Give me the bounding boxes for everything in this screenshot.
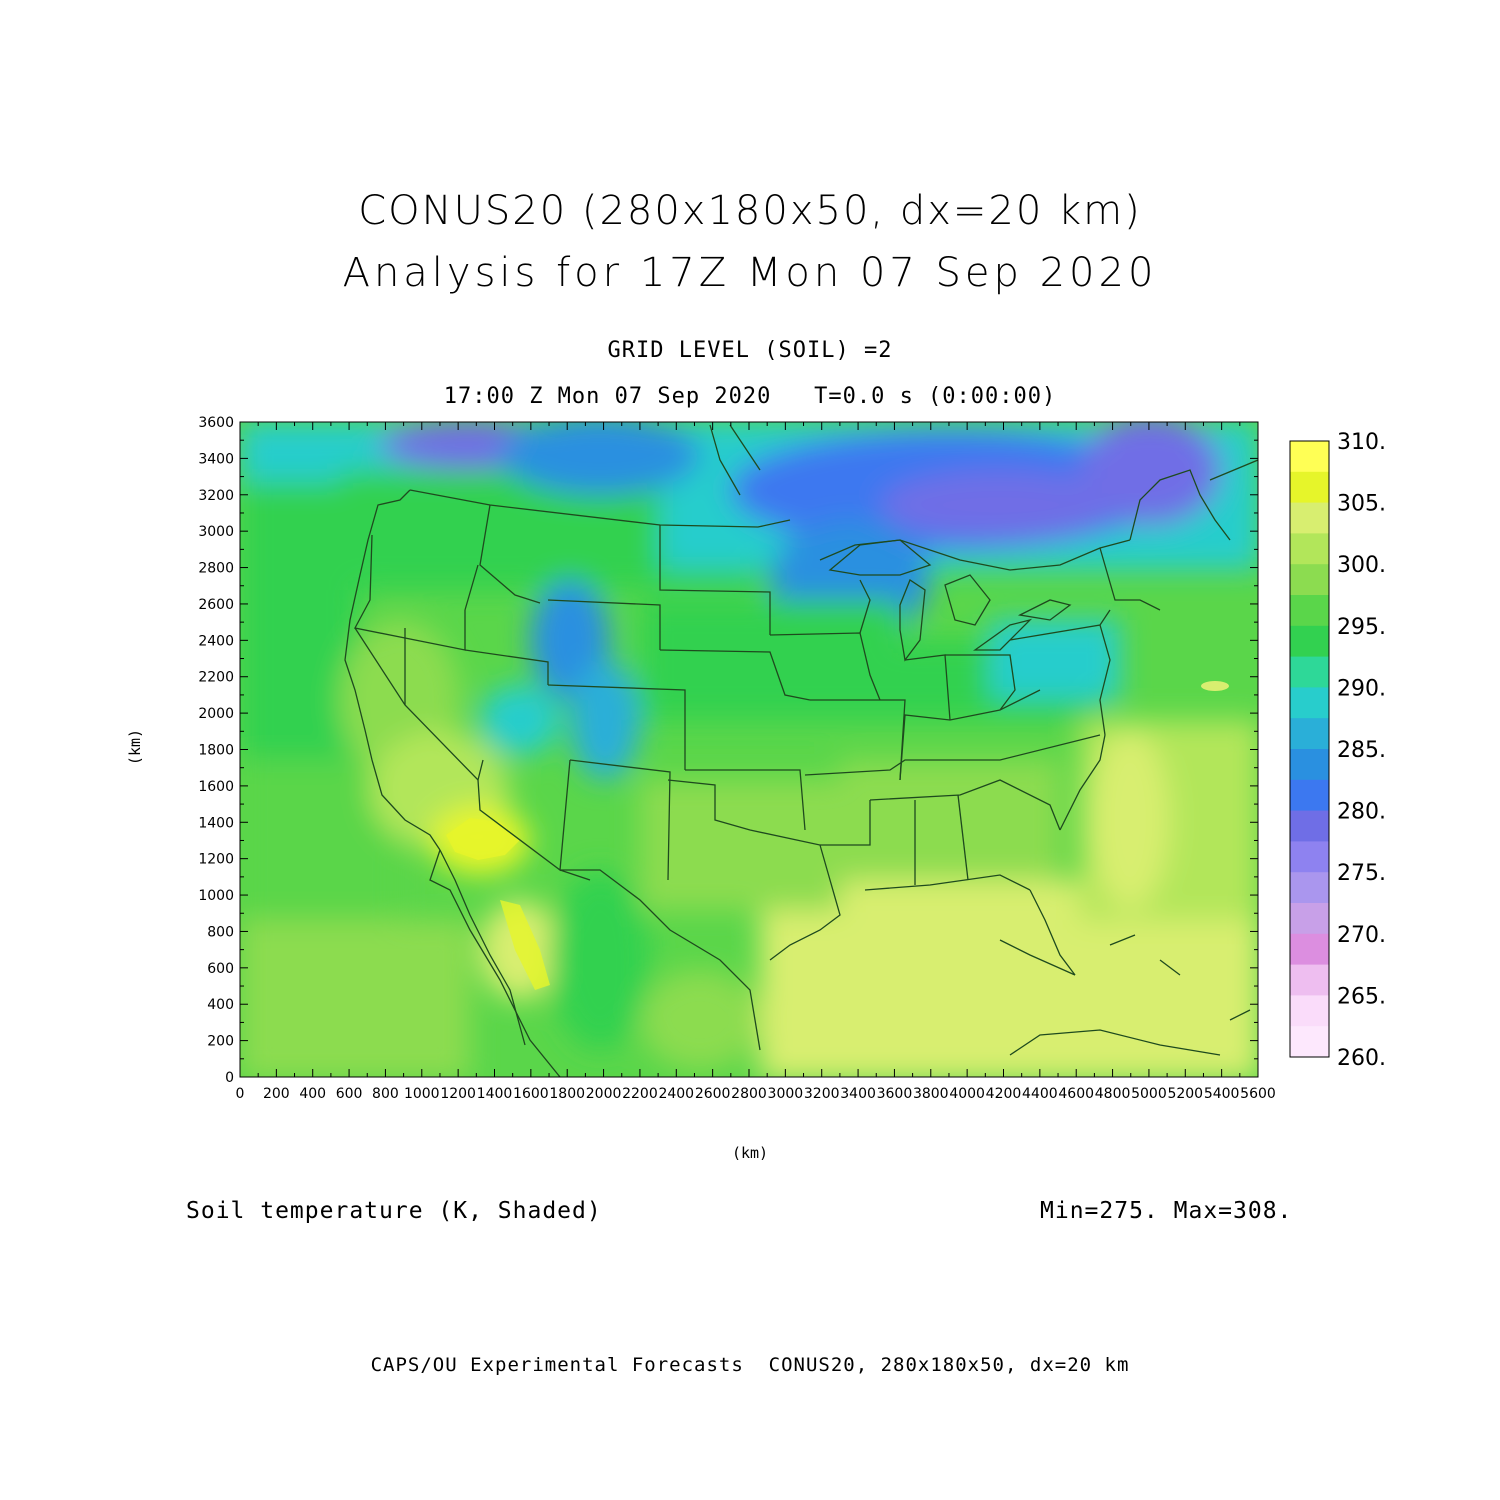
x-tick-label: 2400 — [658, 1086, 694, 1102]
colorbar: 310. 305. 300. 295. 290. 285. 280. 275. 270. 265.… — [1289, 430, 1386, 1071]
y-tick-label: 1800 — [198, 743, 234, 759]
colorbar-label: 285. — [1337, 738, 1386, 763]
colorbar-swatch — [1290, 441, 1329, 473]
y-tick-label: 2000 — [198, 706, 234, 722]
y-tick-label: 400 — [207, 997, 234, 1013]
x-tick-label: 1400 — [477, 1086, 513, 1102]
x-tick-label: 3600 — [877, 1086, 913, 1102]
credits-label: CAPS/OU Experimental Forecasts CONUS20, … — [370, 1354, 1130, 1376]
colorbar-swatch — [1290, 810, 1329, 842]
y-axis-label: (km) — [126, 728, 144, 766]
colorbar-swatch — [1290, 533, 1329, 565]
x-tick-label: 4400 — [1022, 1086, 1058, 1102]
x-tick-label: 5200 — [1167, 1086, 1203, 1102]
x-tick-label: 3000 — [768, 1086, 804, 1102]
colorbar-swatch — [1290, 964, 1329, 996]
y-tick-label: 3400 — [198, 451, 234, 467]
colorbar-frame — [1289, 440, 1330, 1058]
colorbar-label: 290. — [1337, 676, 1386, 701]
x-tick-label: 5000 — [1131, 1086, 1167, 1102]
colorbar-swatch — [1290, 841, 1329, 873]
x-tick-label: 1000 — [404, 1086, 440, 1102]
x-tick-label: 2000 — [586, 1086, 622, 1102]
great-lakes — [828, 539, 1072, 662]
y-tick-label: 1400 — [198, 815, 234, 831]
y-tick-label: 1200 — [198, 852, 234, 868]
colorbar-swatch — [1290, 779, 1329, 812]
x-axis-label: (km) — [731, 1144, 769, 1162]
min-max-label: Min=275. Max=308. — [1040, 1198, 1293, 1224]
colorbar-swatch — [1290, 1026, 1329, 1058]
x-tick-label: 1600 — [513, 1086, 549, 1102]
colorbar-swatch — [1290, 502, 1329, 534]
x-tick-label: 5400 — [1204, 1086, 1240, 1102]
y-tick-label: 1600 — [198, 779, 234, 795]
y-tick-label: 3600 — [198, 415, 234, 431]
colorbar-swatch — [1290, 749, 1329, 781]
colorbar-swatch — [1290, 471, 1329, 504]
x-tick-label: 0 — [236, 1086, 245, 1102]
x-tick-label: 1200 — [440, 1086, 476, 1102]
x-tick-label: 3800 — [913, 1086, 949, 1102]
colorbar-swatch — [1290, 595, 1329, 627]
colorbar-swatch — [1290, 718, 1329, 750]
y-tick-label: 800 — [207, 924, 234, 940]
colorbar-label: 305. — [1337, 492, 1386, 517]
colorbar-swatch — [1290, 687, 1329, 719]
x-tick-label: 200 — [263, 1086, 290, 1102]
colorbar-label: 300. — [1337, 553, 1386, 578]
x-tick-label: 2600 — [695, 1086, 731, 1102]
x-tick-label: 4000 — [949, 1086, 985, 1102]
colorbar-label: 295. — [1337, 615, 1386, 640]
x-tick-label: 2200 — [622, 1086, 658, 1102]
colorbar-label: 310. — [1337, 430, 1386, 455]
colorbar-swatch — [1290, 625, 1329, 658]
grid-level-label: GRID LEVEL (SOIL) =2 — [607, 338, 893, 363]
colorbar-label: 260. — [1337, 1046, 1386, 1071]
y-tick-label: 2600 — [198, 597, 234, 613]
y-tick-label: 2200 — [198, 670, 234, 686]
colorbar-swatch — [1290, 933, 1329, 966]
x-tick-label: 800 — [372, 1086, 399, 1102]
x-tick-label: 4600 — [1058, 1086, 1094, 1102]
y-tick-label: 3200 — [198, 488, 234, 504]
valid-time-label: 17:00 Z Mon 07 Sep 2020 T=0.0 s (0:00:00… — [443, 384, 1057, 409]
x-tick-label: 5600 — [1240, 1086, 1276, 1102]
colorbar-label: 270. — [1337, 923, 1386, 948]
x-tick-label: 400 — [299, 1086, 326, 1102]
x-axis: 0 200 400 600 800 1000 1200 1400 1600 1800 2000 220… — [236, 422, 1276, 1102]
x-tick-label: 1800 — [549, 1086, 585, 1102]
colorbar-label: 265. — [1337, 984, 1386, 1009]
plot-title-line2: Analysis for 17Z Mon 07 Sep 2020 — [342, 250, 1158, 296]
x-tick-label: 4200 — [986, 1086, 1022, 1102]
temperature-field — [240, 422, 1258, 1077]
y-tick-label: 600 — [207, 961, 234, 977]
y-tick-label: 200 — [207, 1034, 234, 1050]
variable-label: Soil temperature (K, Shaded) — [186, 1198, 602, 1224]
y-tick-label: 2400 — [198, 633, 234, 649]
y-tick-label: 2800 — [198, 561, 234, 577]
x-tick-label: 2800 — [731, 1086, 767, 1102]
colorbar-swatch — [1290, 564, 1329, 596]
colorbar-label: 280. — [1337, 800, 1386, 825]
y-tick-label: 1000 — [198, 888, 234, 904]
x-tick-label: 600 — [336, 1086, 363, 1102]
state-boundaries — [344, 424, 1258, 1077]
y-tick-label: 0 — [225, 1070, 234, 1086]
y-axis: 0 200 400 600 800 1000 1200 1400 1600 1800 2000 220… — [198, 415, 1258, 1086]
y-tick-label: 3000 — [198, 524, 234, 540]
colorbar-swatch — [1290, 903, 1329, 935]
colorbar-label: 275. — [1337, 861, 1386, 886]
colorbar-swatch — [1290, 656, 1329, 688]
x-tick-label: 3200 — [804, 1086, 840, 1102]
colorbar-swatch — [1290, 995, 1329, 1027]
colorbar-swatch — [1290, 872, 1329, 904]
x-tick-label: 4800 — [1095, 1086, 1131, 1102]
plot-title-line1: CONUS20 (280x180x50, dx=20 km) — [358, 188, 1142, 234]
x-tick-label: 3400 — [840, 1086, 876, 1102]
